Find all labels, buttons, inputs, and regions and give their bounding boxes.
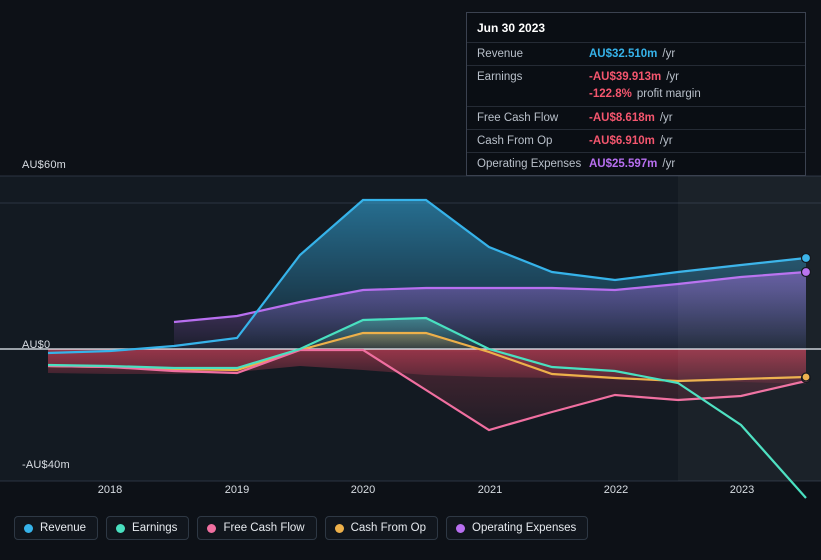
y-axis-label-top: AU$60m — [22, 159, 66, 171]
x-axis-tick: 2021 — [477, 484, 503, 496]
tooltip-value: AU$25.597m — [589, 158, 658, 170]
x-axis: 2018 2019 2020 2021 2022 2023 — [0, 484, 821, 500]
tooltip-value: -AU$6.910m — [589, 135, 655, 147]
legend-dot-icon — [334, 523, 344, 533]
legend-label: Free Cash Flow — [223, 522, 305, 534]
tooltip-unit: /yr — [659, 112, 673, 124]
x-axis-tick: 2023 — [729, 484, 755, 496]
tooltip-value: -AU$8.618m — [589, 112, 655, 124]
legend-label: Revenue — [40, 522, 87, 534]
legend-label: Cash From Op — [350, 522, 427, 534]
plot-area — [0, 175, 821, 499]
tooltip-unit: /yr — [662, 158, 676, 170]
tooltip-title: Jun 30 2023 — [477, 21, 546, 35]
tooltip-label: Operating Expenses — [477, 158, 582, 170]
legend-item-earnings[interactable]: Earnings — [106, 516, 190, 540]
legend-dot-icon — [456, 523, 466, 533]
legend-dot-icon — [207, 523, 217, 533]
tooltip-label: Earnings — [477, 71, 523, 83]
legend-item-revenue[interactable]: Revenue — [14, 516, 99, 540]
data-tooltip: Jun 30 2023 Revenue AU$32.510m /yr Earni… — [466, 12, 806, 176]
chart-legend: Revenue Earnings Free Cash Flow Cash Fro… — [14, 516, 589, 540]
legend-label: Earnings — [132, 522, 178, 534]
tooltip-label: Revenue — [477, 48, 524, 60]
tooltip-unit: /yr — [662, 48, 676, 60]
tooltip-unit: /yr — [659, 135, 673, 147]
tooltip-row-profit-margin: -122.8% profit margin — [467, 88, 805, 106]
tooltip-value: AU$32.510m — [589, 48, 658, 60]
tooltip-value: -AU$39.913m — [589, 71, 662, 83]
tooltip-row-free-cash-flow: Free Cash Flow -AU$8.618m /yr — [467, 106, 805, 129]
x-axis-tick: 2020 — [350, 484, 376, 496]
tooltip-unit: /yr — [666, 71, 680, 83]
tooltip-value: -122.8% — [589, 88, 632, 100]
tooltip-label: Free Cash Flow — [477, 112, 559, 124]
tooltip-row-revenue: Revenue AU$32.510m /yr — [467, 42, 805, 65]
x-axis-tick: 2022 — [603, 484, 629, 496]
x-axis-tick: 2018 — [97, 484, 123, 496]
series-canvas — [0, 175, 821, 499]
tooltip-unit: profit margin — [636, 88, 701, 100]
legend-label: Operating Expenses — [472, 522, 577, 534]
y-axis-label-zero: AU$0 — [22, 339, 51, 351]
tooltip-row-cash-from-op: Cash From Op -AU$6.910m /yr — [467, 129, 805, 152]
tooltip-row-operating-expenses: Operating Expenses AU$25.597m /yr — [467, 152, 805, 175]
tooltip-label: Cash From Op — [477, 135, 553, 147]
legend-item-cash-from-op[interactable]: Cash From Op — [324, 516, 439, 540]
y-axis-label-bottom: -AU$40m — [22, 459, 70, 471]
legend-dot-icon — [116, 523, 126, 533]
legend-dot-icon — [24, 523, 33, 533]
legend-item-free-cash-flow[interactable]: Free Cash Flow — [197, 516, 317, 540]
legend-item-operating-expenses[interactable]: Operating Expenses — [446, 516, 589, 540]
tooltip-row-earnings: Earnings -AU$39.913m /yr — [467, 65, 805, 88]
x-axis-tick: 2019 — [224, 484, 250, 496]
